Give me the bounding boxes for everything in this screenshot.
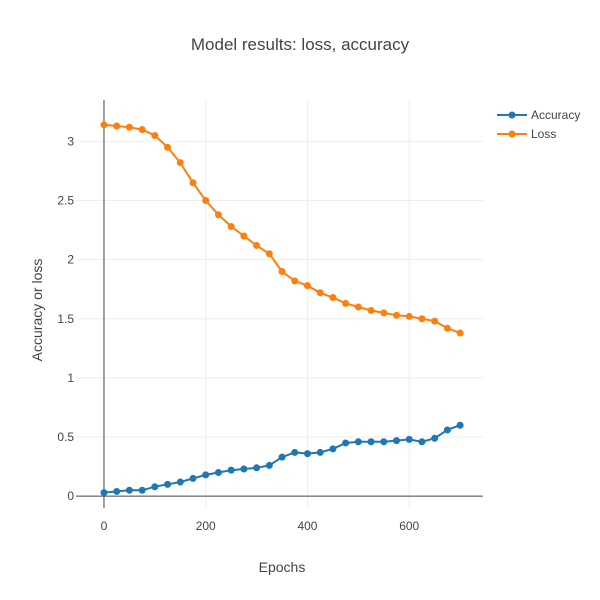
x-axis-title: Epochs bbox=[259, 559, 306, 575]
data-point bbox=[176, 478, 184, 486]
data-point bbox=[100, 489, 108, 497]
data-point bbox=[240, 232, 248, 240]
data-point bbox=[456, 421, 464, 429]
data-point bbox=[125, 123, 133, 131]
data-point bbox=[405, 435, 413, 443]
y-tick-label: 2.5 bbox=[57, 194, 74, 208]
data-point bbox=[202, 197, 210, 205]
legend-label: Accuracy bbox=[531, 108, 580, 122]
legend-item-accuracy[interactable]: Accuracy bbox=[497, 108, 580, 122]
x-tick-label: 400 bbox=[297, 519, 317, 533]
data-point bbox=[189, 179, 197, 187]
data-point bbox=[418, 315, 426, 323]
x-tick-label: 600 bbox=[399, 519, 419, 533]
data-point bbox=[291, 448, 299, 456]
data-point bbox=[329, 293, 337, 301]
data-point bbox=[164, 480, 172, 488]
data-point bbox=[176, 159, 184, 167]
x-tick-label: 200 bbox=[196, 519, 216, 533]
series-layer bbox=[100, 121, 464, 497]
y-axis-title: Accuracy or loss bbox=[29, 259, 45, 362]
data-point bbox=[151, 483, 159, 491]
data-point bbox=[342, 299, 350, 307]
data-point bbox=[113, 487, 121, 495]
data-point bbox=[354, 303, 362, 311]
y-tick-label: 3 bbox=[67, 134, 74, 148]
legend-label: Loss bbox=[531, 127, 556, 141]
x-tick-label: 0 bbox=[101, 519, 108, 533]
y-tick-label: 0.5 bbox=[57, 430, 74, 444]
data-point bbox=[431, 317, 439, 325]
data-point bbox=[100, 121, 108, 129]
data-point bbox=[214, 469, 222, 477]
legend-swatch-marker bbox=[508, 111, 516, 119]
data-point bbox=[138, 486, 146, 494]
axes: 0 200 400 600 0 0.5 1 1.5 2 2.5 3 bbox=[57, 100, 483, 533]
series-loss bbox=[100, 121, 464, 337]
series-line bbox=[103, 123, 461, 334]
data-point bbox=[431, 434, 439, 442]
data-point bbox=[291, 277, 299, 285]
data-point bbox=[278, 453, 286, 461]
data-point bbox=[303, 282, 311, 290]
data-point bbox=[456, 329, 464, 337]
data-point bbox=[113, 122, 121, 130]
data-point bbox=[367, 307, 375, 315]
legend-item-loss[interactable]: Loss bbox=[497, 127, 556, 141]
data-point bbox=[214, 211, 222, 219]
data-point bbox=[342, 439, 350, 447]
legend-swatch-marker bbox=[508, 130, 516, 138]
data-point bbox=[393, 437, 401, 445]
data-point bbox=[151, 131, 159, 139]
data-point bbox=[380, 438, 388, 446]
data-point bbox=[138, 126, 146, 134]
data-point bbox=[253, 241, 261, 249]
data-point bbox=[265, 461, 273, 469]
chart-title: Model results: loss, accuracy bbox=[191, 35, 410, 54]
data-point bbox=[418, 438, 426, 446]
data-point bbox=[443, 324, 451, 332]
data-point bbox=[227, 223, 235, 231]
data-point bbox=[316, 289, 324, 297]
data-point bbox=[316, 448, 324, 456]
data-point bbox=[240, 465, 248, 473]
data-point bbox=[354, 438, 362, 446]
data-point bbox=[443, 426, 451, 434]
data-point bbox=[227, 466, 235, 474]
data-point bbox=[253, 464, 261, 472]
series-accuracy bbox=[100, 421, 464, 497]
legend: Accuracy Loss bbox=[497, 108, 580, 141]
data-point bbox=[329, 445, 337, 453]
y-tick-label: 0 bbox=[67, 489, 74, 503]
gridlines bbox=[76, 100, 483, 508]
data-point bbox=[189, 474, 197, 482]
y-tick-label: 1 bbox=[67, 371, 74, 385]
data-point bbox=[367, 438, 375, 446]
data-point bbox=[278, 267, 286, 275]
data-point bbox=[164, 143, 172, 151]
y-tick-label: 1.5 bbox=[57, 312, 74, 326]
data-point bbox=[405, 312, 413, 320]
data-point bbox=[202, 471, 210, 479]
data-point bbox=[380, 309, 388, 317]
data-point bbox=[303, 450, 311, 458]
data-point bbox=[125, 486, 133, 494]
y-tick-label: 2 bbox=[67, 253, 74, 267]
data-point bbox=[393, 311, 401, 319]
data-point bbox=[265, 250, 273, 258]
